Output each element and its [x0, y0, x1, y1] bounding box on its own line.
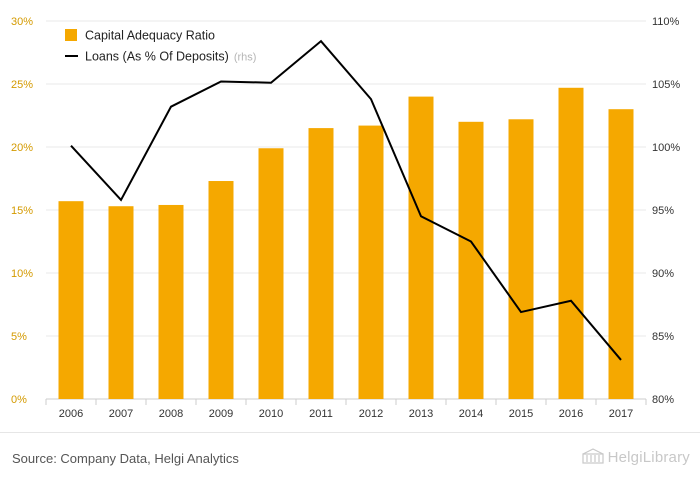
x-tick-label: 2011 — [309, 408, 333, 420]
x-tick-label: 2009 — [209, 408, 233, 420]
bar-capital-adequacy — [608, 109, 634, 399]
bar-capital-adequacy — [308, 128, 334, 399]
bar-capital-adequacy — [408, 96, 434, 399]
bar-capital-adequacy — [208, 181, 234, 399]
y-right-tick-label: 85% — [652, 331, 674, 343]
bar-capital-adequacy — [458, 121, 484, 400]
x-tick-label: 2010 — [259, 408, 283, 420]
bar-capital-adequacy — [108, 206, 134, 399]
y-right-tick-label: 95% — [652, 205, 674, 217]
x-tick-label: 2008 — [159, 408, 183, 420]
x-tick-label: 2013 — [409, 408, 433, 420]
x-tick-label: 2016 — [559, 408, 583, 420]
bar-capital-adequacy — [258, 148, 284, 399]
x-tick-label: 2015 — [509, 408, 533, 420]
building-logo-icon — [581, 448, 604, 464]
legend-label-loans: Loans (As % Of Deposits) — [85, 50, 229, 64]
line-loans-to-deposits — [70, 39, 622, 361]
bar-capital-adequacy — [508, 119, 534, 399]
y-left-tick-label: 25% — [11, 79, 33, 91]
x-tick-label: 2012 — [359, 408, 383, 420]
x-tick-label: 2017 — [609, 408, 633, 420]
y-right-tick-label: 100% — [652, 142, 680, 154]
y-left-tick-label: 15% — [11, 205, 33, 217]
brand-label: HelgiLibrary — [581, 448, 690, 466]
legend-label-rhs: (rhs) — [234, 52, 257, 64]
x-tick-label: 2014 — [459, 408, 483, 420]
y-right-tick-label: 90% — [652, 268, 674, 280]
y-right-tick-label: 110% — [652, 16, 680, 28]
bar-capital-adequacy — [558, 87, 584, 399]
source-note: Source: Company Data, Helgi Analytics — [12, 451, 239, 466]
x-tick-label: 2006 — [59, 408, 83, 420]
y-right-tick-label: 105% — [652, 79, 680, 91]
y-left-tick-label: 10% — [11, 268, 33, 280]
y-left-tick-label: 0% — [11, 394, 27, 406]
bar-capital-adequacy — [358, 125, 384, 399]
x-tick-label: 2007 — [109, 408, 133, 420]
bar-capital-adequacy — [58, 201, 84, 399]
y-left-tick-label: 20% — [11, 142, 33, 154]
brand-text: HelgiLibrary — [607, 449, 690, 466]
bar-capital-adequacy — [158, 204, 184, 399]
legend-label-capital-adequacy: Capital Adequacy Ratio — [85, 29, 215, 43]
y-left-tick-label: 30% — [11, 16, 33, 28]
y-right-tick-label: 80% — [652, 394, 674, 406]
y-left-tick-label: 5% — [11, 331, 27, 343]
legend-swatch-capital-adequacy — [65, 29, 77, 41]
footer-divider — [0, 432, 700, 433]
